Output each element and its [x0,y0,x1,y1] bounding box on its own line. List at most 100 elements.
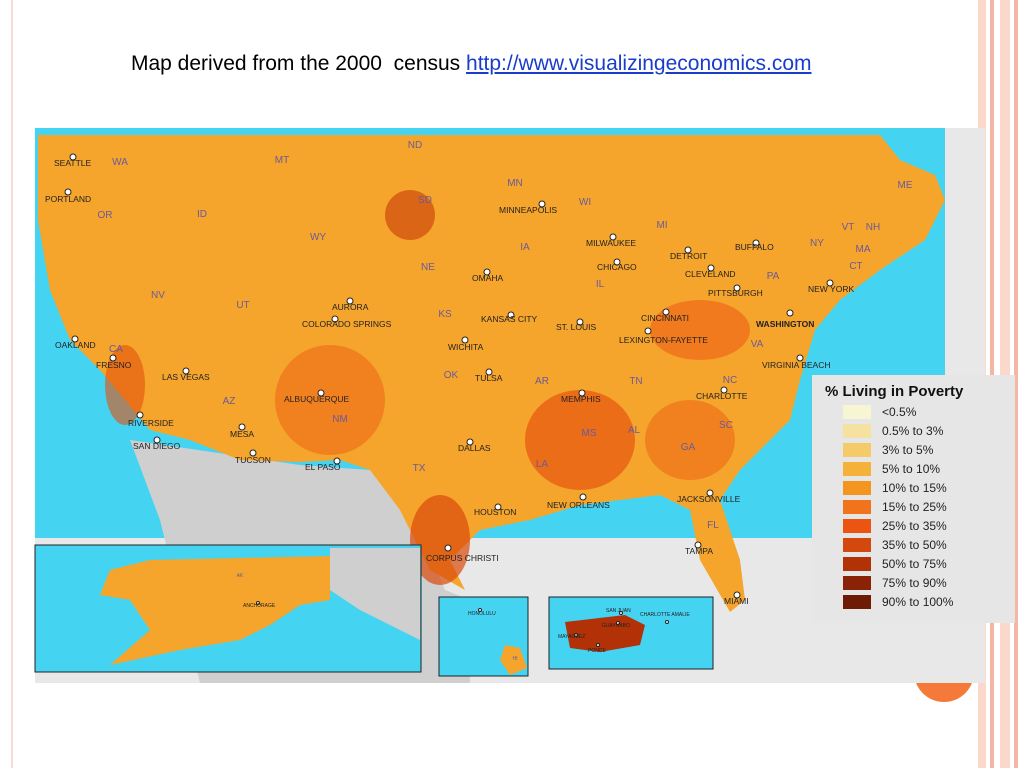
city-dot [684,246,692,254]
city-dot [694,541,702,549]
city-label: FRESNO [96,360,132,370]
city-label: MIAMI [724,596,749,606]
state-label: ID [197,209,207,220]
city-dot [461,336,469,344]
city-label: CHARLOTTE [696,391,748,401]
city-dot [153,436,161,444]
state-label: NC [723,375,737,386]
region-shade [645,400,735,480]
city-label: CHARLOTTE AMALIE [640,612,690,618]
state-label: TN [629,376,642,387]
state-label: ME [898,180,913,191]
region-shade [650,300,750,360]
city-dot [733,284,741,292]
state-label: AR [535,376,549,387]
city-label: GUAYNABO [602,623,630,629]
legend-label: 25% to 35% [882,519,947,533]
state-label: NE [421,262,435,273]
city-label: TAMPA [685,546,713,556]
legend-swatch [843,405,871,419]
city-label: WASHINGTON [756,319,814,329]
city-label: ALBUQUERQUE [284,394,350,404]
region-shade [410,495,470,585]
city-label: SEATTLE [54,158,91,168]
city-dot [182,367,190,375]
city-dot [665,620,669,624]
city-dot [720,386,728,394]
region-shade [525,390,635,490]
state-label: TX [413,463,426,474]
canada [330,548,420,640]
city-dot [707,264,715,272]
city-label: MESA [230,429,254,439]
city-label: JACKSONVILLE [677,494,741,504]
city-dot [574,633,578,637]
title: Map derived from the 2000 census [131,52,461,75]
city-dot [483,268,491,276]
city-label: LAS VEGAS [162,372,210,382]
city-dot [579,493,587,501]
city-dot [576,318,584,326]
city-label: OMAHA [472,273,504,283]
city-dot [478,608,482,612]
legend-label: 5% to 10% [882,462,940,476]
state-label: NY [810,238,824,249]
city-label: COLORADO SPRINGS [302,319,392,329]
city-dot [538,200,546,208]
city-dot [662,308,670,316]
city-dot [619,611,623,615]
legend-label: 10% to 15% [882,481,947,495]
state-label: AL [628,425,641,436]
city-dot [733,591,741,599]
city-dot [644,327,652,335]
city-dot [333,457,341,465]
state-label: IA [520,242,530,253]
stripe [1014,0,1018,768]
city-label: BUFFALO [735,242,774,252]
city-dot [256,601,260,605]
city-dot [609,233,617,241]
state-label: NV [151,290,165,301]
legend-label: <0.5% [882,405,917,419]
legend-swatch [843,443,871,457]
state-label: MI [656,220,667,231]
city-dot [466,438,474,446]
city-dot [69,153,77,161]
city-dot [109,354,117,362]
city-label: CINCINNATI [641,313,689,323]
city-dot [317,389,325,397]
state-label: KS [438,309,452,320]
city-dot [826,279,834,287]
city-label: CHICAGO [597,262,637,272]
legend-title: % Living in Poverty [825,383,964,400]
state-label: CT [849,261,862,272]
city-dot [136,411,144,419]
city-label: SAN DIEGO [133,441,181,451]
city-dot [444,544,452,552]
city-dot [64,188,72,196]
state-label: PA [767,271,780,282]
city-label: TUCSON [235,455,271,465]
city-dot [238,423,246,431]
city-dot [616,621,620,625]
state-label: NH [866,222,880,233]
city-dot [786,309,794,317]
header: Map derived from the 2000 census http://… [131,52,812,76]
state-label: SC [719,420,733,431]
city-dot [752,239,760,247]
city-dot [796,354,804,362]
state-label: VA [751,339,764,350]
state-label: LA [536,459,549,470]
legend-label: 90% to 100% [882,595,954,609]
region-shade [275,345,385,455]
state-label: MN [507,178,523,189]
city-label: ST. LOUIS [556,322,596,332]
city-label: NEW YORK [808,284,854,294]
city-label: HONOLULU [468,611,496,617]
city-dot [507,311,515,319]
pr-land [565,615,645,652]
link[interactable]: http://www.visualizingeconomics.com [466,52,812,75]
legend-label: 3% to 5% [882,443,934,457]
city-label: WICHITA [448,342,484,352]
